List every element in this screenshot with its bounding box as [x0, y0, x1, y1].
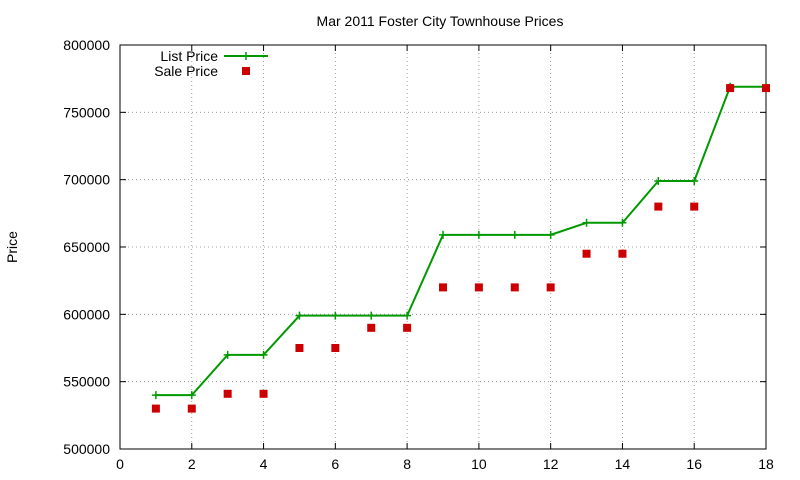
data-point-list-price	[403, 311, 412, 320]
data-point-list-price	[546, 230, 555, 239]
x-tick-label: 0	[116, 456, 124, 472]
data-point-sale-price	[510, 283, 519, 292]
data-point-sale-price	[726, 84, 735, 93]
x-tick-label: 8	[403, 456, 411, 472]
data-point-sale-price	[618, 249, 627, 258]
data-point-sale-price	[223, 389, 232, 398]
x-tick-label: 2	[188, 456, 196, 472]
y-tick-label: 650000	[63, 239, 110, 255]
x-tick-label: 6	[331, 456, 339, 472]
data-point-sale-price	[690, 202, 699, 211]
legend-label-sale-price: Sale Price	[154, 63, 218, 79]
data-point-sale-price	[582, 249, 591, 258]
data-point-list-price	[367, 311, 376, 320]
data-point-list-price	[259, 350, 268, 359]
data-point-list-price	[690, 177, 699, 186]
data-point-sale-price	[187, 404, 196, 413]
data-point-sale-price	[654, 202, 663, 211]
data-point-sale-price	[367, 323, 376, 332]
data-point-sale-price	[259, 389, 268, 398]
x-tick-label: 18	[758, 456, 774, 472]
legend-marker-list-price	[242, 52, 250, 60]
series	[151, 82, 770, 413]
x-tick-label: 12	[543, 456, 559, 472]
y-tick-label: 500000	[63, 441, 110, 457]
data-point-sale-price	[403, 323, 412, 332]
data-point-list-price	[510, 230, 519, 239]
data-point-list-price	[295, 311, 304, 320]
x-tick-label: 4	[260, 456, 268, 472]
legend-marker-sale-price	[242, 67, 250, 75]
data-point-sale-price	[474, 283, 483, 292]
data-point-sale-price	[439, 283, 447, 292]
data-point-sale-price	[762, 84, 770, 93]
y-tick-label: 800000	[63, 37, 110, 53]
y-tick-label: 600000	[63, 306, 110, 322]
legend: List Price Sale Price	[154, 48, 268, 79]
data-point-list-price	[331, 311, 340, 320]
x-tick-label: 10	[471, 456, 487, 472]
series-line-list-price	[155, 85, 766, 397]
data-point-list-price	[151, 391, 160, 400]
chart-title: Mar 2011 Foster City Townhouse Prices	[317, 13, 564, 29]
data-point-list-price	[223, 350, 232, 359]
data-point-sale-price	[151, 404, 160, 413]
y-tick-label: 550000	[63, 374, 110, 390]
data-point-list-price	[439, 230, 447, 239]
data-point-list-price	[582, 218, 591, 227]
legend-label-list-price: List Price	[160, 48, 218, 64]
y-tick-label: 700000	[63, 172, 110, 188]
data-point-sale-price	[331, 344, 340, 352]
axis-ticks: 500000 550000 600000 650000 700000 750000 8000…	[63, 37, 774, 472]
data-point-sale-price	[546, 283, 555, 292]
grid	[120, 45, 766, 449]
y-tick-label: 750000	[63, 104, 110, 120]
data-point-list-price	[618, 218, 627, 227]
x-tick-label: 16	[686, 456, 702, 472]
y-axis-label: Price	[4, 231, 20, 263]
data-point-list-price	[474, 230, 483, 239]
data-point-list-price	[187, 391, 196, 400]
x-tick-label: 14	[615, 456, 631, 472]
data-point-sale-price	[295, 344, 304, 352]
data-point-list-price	[654, 177, 663, 186]
